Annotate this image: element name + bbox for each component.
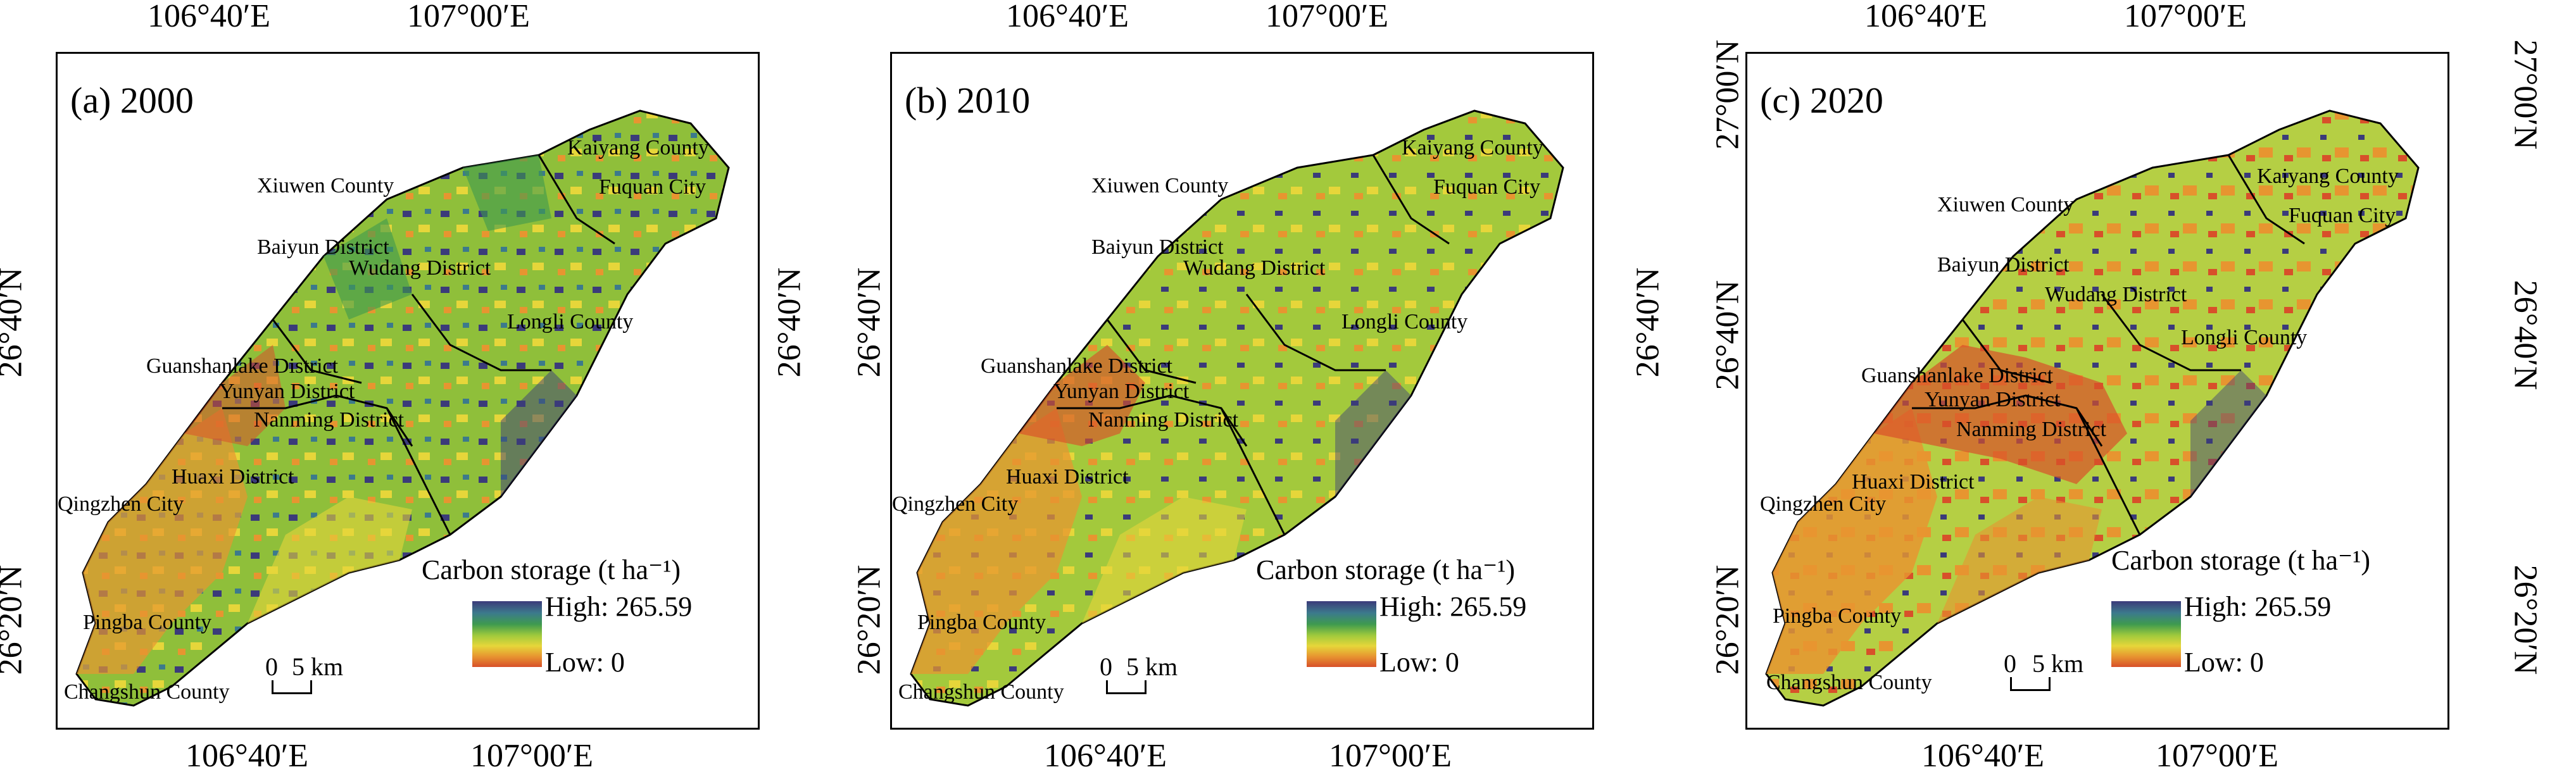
bottom-tick: 107°00′E <box>2156 738 2278 774</box>
legend-low-label: Low: 0 <box>545 647 625 678</box>
right-tick: 26°40′N <box>771 267 808 378</box>
district-label: Changshun County <box>64 680 230 704</box>
left-tick: 26°20′N <box>851 564 888 675</box>
top-tick: 106°40′E <box>148 0 270 34</box>
district-label: Guanshanlake District <box>1861 364 2054 387</box>
top-tick: 107°00′E <box>1266 0 1388 34</box>
legend-low-label: Low: 0 <box>1379 647 1459 678</box>
district-label: Guanshanlake District <box>981 354 1173 378</box>
district-label: Changshun County <box>1766 671 1932 694</box>
legend-gradient <box>2111 601 2181 667</box>
district-label: Guanshanlake District <box>146 354 339 378</box>
legend-gradient <box>1307 601 1376 667</box>
left-tick: 27°00′N <box>1709 39 1746 150</box>
district-label: Qingzhen City <box>1760 492 1887 516</box>
district-label: Pingba County <box>83 611 212 634</box>
carbon-storage-map <box>75 109 730 707</box>
district-label: Nanming District <box>254 408 405 432</box>
district-label: Baiyun District <box>1091 235 1224 259</box>
region-outline <box>910 109 1564 707</box>
district-label: Yunyan District <box>1925 388 2061 411</box>
legend-high-label: High: 265.59 <box>1379 591 1527 622</box>
district-label: Nanming District <box>1088 408 1239 432</box>
legend-title: Carbon storage (t ha⁻¹) <box>422 554 681 585</box>
carbon-storage-map <box>1765 109 2420 707</box>
district-label: Huaxi District <box>1006 465 1129 489</box>
right-tick: 26°40′N <box>2507 280 2544 390</box>
district-label: Longli County <box>507 310 634 333</box>
scale-zero-label: 0 <box>2004 649 2016 678</box>
panel-title: (c) 2020 <box>1760 80 1883 121</box>
panel-title: (a) 2000 <box>70 80 194 121</box>
district-label: Baiyun District <box>1937 253 2070 277</box>
scale-bar <box>1106 680 1147 694</box>
district-label: Wudang District <box>1183 256 1326 280</box>
scale-distance-label: 5 km <box>1126 652 1178 681</box>
map-panel-2010: 106°40′E 107°00′E 26°40′N 26°20′N 26°40′… <box>851 0 1717 779</box>
scale-distance-label: 5 km <box>2032 649 2084 678</box>
top-tick: 107°00′E <box>407 0 530 34</box>
left-tick: 26°20′N <box>1709 564 1746 675</box>
district-label: Huaxi District <box>172 465 294 489</box>
district-label: Qingzhen City <box>892 492 1019 516</box>
district-label: Longli County <box>1341 310 1468 333</box>
district-label: Pingba County <box>917 611 1046 634</box>
district-label: Baiyun District <box>257 235 389 259</box>
left-tick: 26°40′N <box>851 267 888 378</box>
legend-title: Carbon storage (t ha⁻¹) <box>1256 554 1516 585</box>
right-tick: 26°40′N <box>1630 267 1666 378</box>
district-label: Kaiyang County <box>1402 136 1543 159</box>
map-frame: (a) 2000 Kaiyang County Fuquan City Xiuw… <box>56 52 760 730</box>
bottom-tick: 107°00′E <box>1329 738 1452 774</box>
district-label: Fuquan City <box>1433 175 1541 199</box>
district-label: Wudang District <box>2045 283 2187 306</box>
district-label: Qingzhen City <box>58 492 184 516</box>
panel-title: (b) 2010 <box>905 80 1031 121</box>
district-label: Xiuwen County <box>257 174 394 197</box>
district-label: Kaiyang County <box>567 136 709 159</box>
right-tick: 26°20′N <box>2507 564 2544 675</box>
map-panel-2020: 106°40′E 107°00′E 27°00′N 26°40′N 26°20′… <box>1709 0 2575 779</box>
district-label: Yunyan District <box>1053 380 1190 403</box>
bottom-tick: 106°40′E <box>185 738 308 774</box>
right-tick: 27°00′N <box>2507 39 2544 150</box>
district-label: Xiuwen County <box>1091 174 1229 197</box>
district-label: Fuquan City <box>599 175 707 199</box>
left-tick: 26°40′N <box>1709 280 1746 390</box>
district-label: Pingba County <box>1773 604 1902 628</box>
map-frame: (c) 2020 Kaiyang County Fuquan City Xiuw… <box>1745 52 2449 730</box>
district-label: Longli County <box>2181 326 2308 349</box>
region-outline <box>75 109 730 707</box>
district-label: Changshun County <box>898 680 1064 704</box>
left-tick: 26°20′N <box>0 564 29 675</box>
scale-distance-label: 5 km <box>292 652 344 681</box>
district-label: Nanming District <box>1956 418 2107 441</box>
legend-high-label: High: 265.59 <box>2184 591 2332 622</box>
district-label: Yunyan District <box>219 380 355 403</box>
scale-zero-label: 0 <box>265 652 278 681</box>
map-frame: (b) 2010 Kaiyang County Fuquan City Xiuw… <box>890 52 1594 730</box>
scale-bar <box>2010 677 2051 691</box>
top-tick: 106°40′E <box>1006 0 1129 34</box>
bottom-tick: 106°40′E <box>1044 738 1167 774</box>
bottom-tick: 106°40′E <box>1921 738 2044 774</box>
legend-high-label: High: 265.59 <box>545 591 693 622</box>
district-label: Kaiyang County <box>2257 165 2399 188</box>
scale-bar <box>272 680 312 694</box>
legend-low-label: Low: 0 <box>2184 647 2264 678</box>
left-tick: 26°40′N <box>0 267 29 378</box>
scale-zero-label: 0 <box>1100 652 1112 681</box>
legend-title: Carbon storage (t ha⁻¹) <box>2111 545 2371 576</box>
district-label: Wudang District <box>349 256 491 280</box>
bottom-tick: 107°00′E <box>470 738 593 774</box>
district-label: Huaxi District <box>1852 470 1975 494</box>
district-label: Fuquan City <box>2289 204 2396 227</box>
district-label: Xiuwen County <box>1937 193 2075 216</box>
legend-gradient <box>472 601 542 667</box>
carbon-storage-map <box>910 109 1564 707</box>
top-tick: 106°40′E <box>1864 0 1987 34</box>
map-panel-2000: 106°40′E 107°00′E 26°40′N 26°20′N 26°40′… <box>0 0 858 779</box>
top-tick: 107°00′E <box>2124 0 2247 34</box>
